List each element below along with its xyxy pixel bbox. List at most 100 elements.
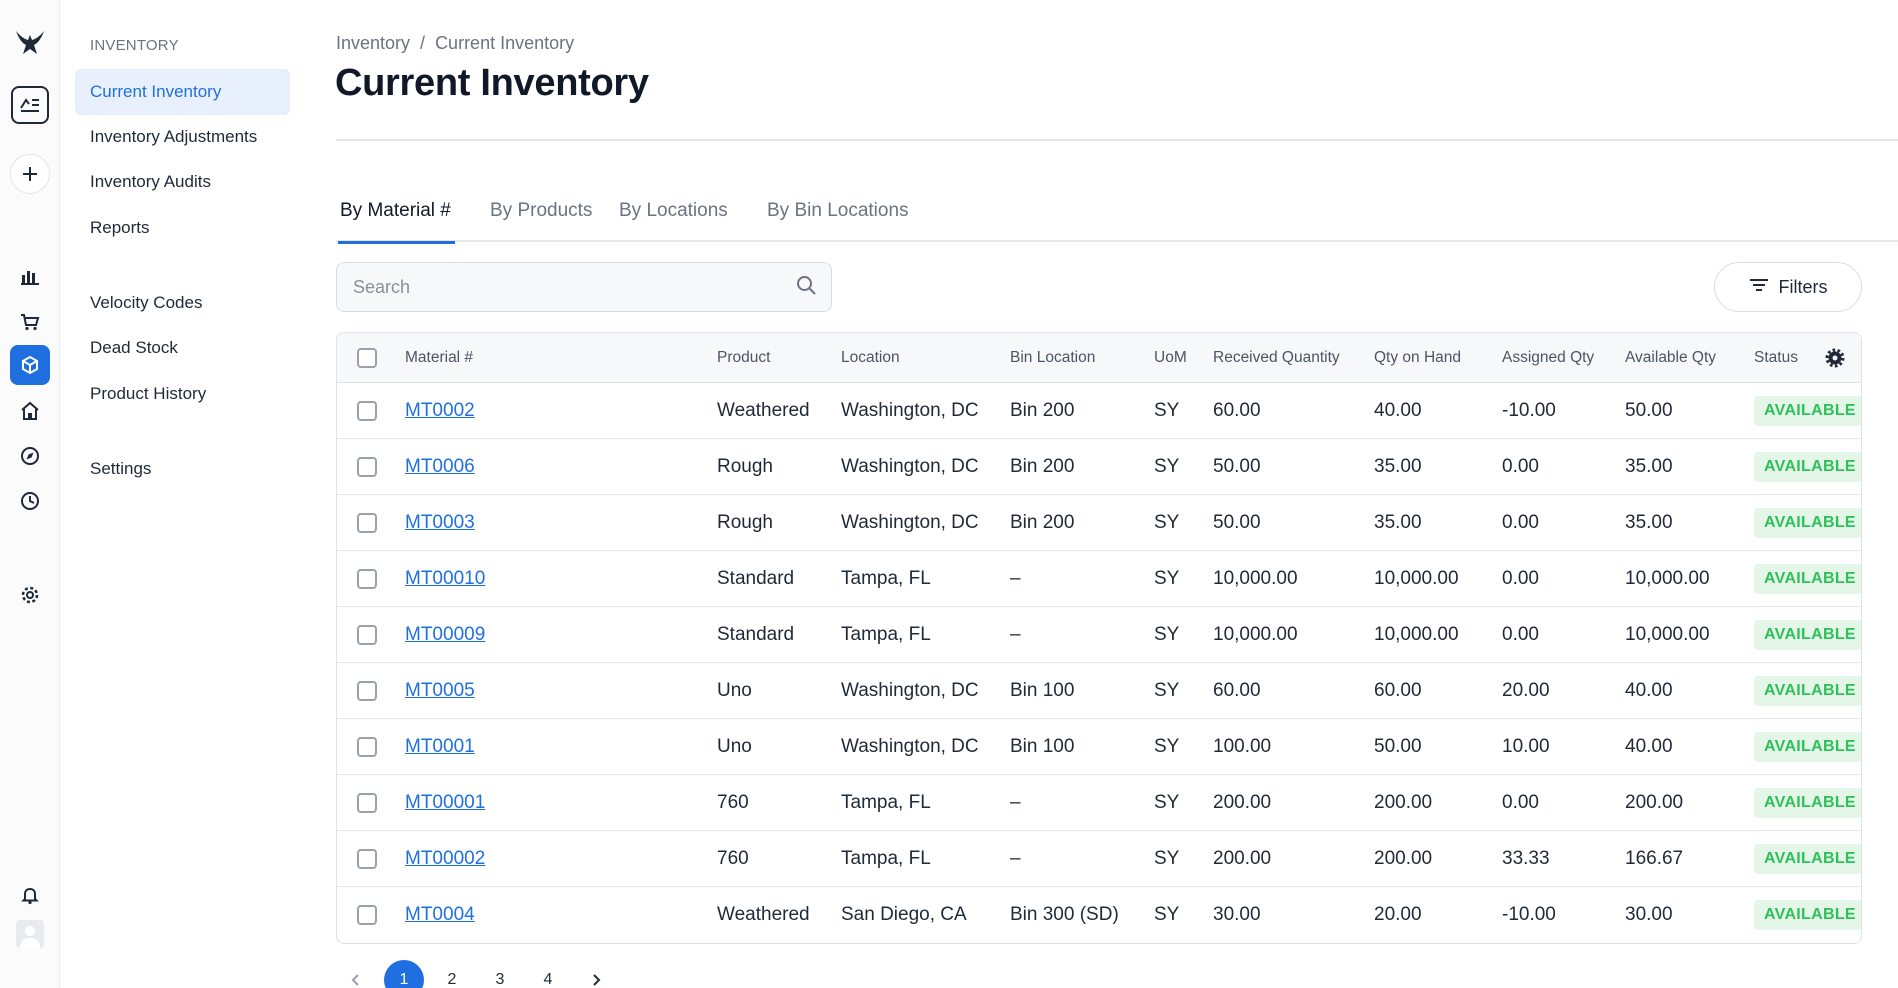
row-checkbox[interactable] — [357, 681, 377, 701]
product-cell: Weathered — [717, 904, 810, 925]
received-qty-cell: 10,000.00 — [1213, 624, 1298, 645]
bell-icon[interactable] — [10, 875, 50, 915]
plus-icon[interactable] — [10, 154, 50, 194]
material-link[interactable]: MT0005 — [405, 680, 475, 701]
uom-cell: SY — [1154, 512, 1180, 533]
breadcrumb-root-link[interactable]: Inventory — [336, 33, 411, 53]
product-cell: Uno — [717, 736, 752, 757]
qty-on-hand-cell: 50.00 — [1374, 736, 1422, 757]
title-divider — [336, 139, 1898, 141]
assigned-qty-cell: -10.00 — [1502, 904, 1556, 925]
sidebar-item-current-inventory[interactable]: Current Inventory — [75, 69, 290, 115]
inventory-table: Material # Product Location Bin Location… — [336, 332, 1862, 944]
location-cell: Tampa, FL — [841, 624, 931, 645]
search-input[interactable] — [353, 276, 795, 298]
column-header-product[interactable]: Product — [717, 349, 771, 366]
material-link[interactable]: MT00010 — [405, 568, 486, 589]
row-checkbox[interactable] — [357, 569, 377, 589]
uom-cell: SY — [1154, 736, 1180, 757]
sidebar-item-product-history[interactable]: Product History — [90, 384, 207, 403]
column-header-available-qty[interactable]: Available Qty — [1625, 349, 1717, 366]
received-qty-cell: 60.00 — [1213, 680, 1261, 701]
bin-location-cell: Bin 300 (SD) — [1010, 904, 1119, 925]
available-qty-cell: 50.00 — [1625, 400, 1673, 421]
product-cell: Rough — [717, 456, 773, 477]
location-cell: Washington, DC — [841, 400, 979, 421]
home-icon[interactable] — [10, 391, 50, 431]
box-icon[interactable] — [10, 345, 50, 385]
material-link[interactable]: MT0002 — [405, 400, 475, 421]
qty-on-hand-cell: 40.00 — [1374, 400, 1422, 421]
assigned-qty-cell: 10.00 — [1502, 736, 1550, 757]
location-cell: Washington, DC — [841, 512, 979, 533]
prev-page-chevron-left-icon[interactable] — [336, 960, 376, 988]
status-badge: AVAILABLE — [1754, 900, 1861, 930]
row-checkbox[interactable] — [357, 457, 377, 477]
status-badge: AVAILABLE — [1754, 452, 1861, 482]
sidebar-item-reports[interactable]: Reports — [90, 218, 150, 237]
received-qty-cell: 50.00 — [1213, 456, 1261, 477]
logo-icon[interactable] — [10, 22, 50, 62]
page-button-2[interactable]: 2 — [447, 971, 457, 988]
row-checkbox[interactable] — [357, 737, 377, 757]
next-page-chevron-right-icon[interactable] — [576, 960, 616, 988]
available-qty-cell: 10,000.00 — [1625, 568, 1710, 589]
page-button-3[interactable]: 3 — [495, 971, 505, 988]
column-header-location[interactable]: Location — [841, 349, 900, 366]
bin-location-cell: – — [1010, 568, 1021, 589]
board-icon[interactable] — [11, 86, 49, 124]
column-header-qty-on-hand[interactable]: Qty on Hand — [1374, 349, 1462, 366]
user-icon[interactable] — [16, 920, 44, 948]
page-button-4[interactable]: 4 — [543, 971, 553, 988]
page-button-1[interactable]: 1 — [384, 960, 424, 988]
column-header-received-quantity[interactable]: Received Quantity — [1213, 349, 1340, 366]
material-link[interactable]: MT0006 — [405, 456, 475, 477]
sidebar-item-inventory-adjustments[interactable]: Inventory Adjustments — [90, 127, 258, 146]
cart-icon[interactable] — [10, 302, 50, 342]
material-link[interactable]: MT00001 — [405, 792, 486, 813]
tab-by-products[interactable]: By Products — [490, 200, 593, 221]
filters-button[interactable]: Filters — [1714, 262, 1862, 312]
column-settings-gear-icon[interactable] — [1825, 333, 1845, 383]
sidebar-item-dead-stock[interactable]: Dead Stock — [90, 338, 178, 357]
clock-icon[interactable] — [10, 481, 50, 521]
location-cell: Washington, DC — [841, 680, 979, 701]
table-header: Material # Product Location Bin Location… — [337, 333, 1861, 383]
tab-by-bin-locations[interactable]: By Bin Locations — [767, 200, 909, 221]
received-qty-cell: 10,000.00 — [1213, 568, 1298, 589]
compass-icon[interactable] — [10, 436, 50, 476]
select-all-checkbox[interactable] — [357, 348, 377, 368]
row-checkbox[interactable] — [357, 905, 377, 925]
bin-location-cell: – — [1010, 792, 1021, 813]
material-link[interactable]: MT0004 — [405, 904, 475, 925]
row-checkbox[interactable] — [357, 513, 377, 533]
row-checkbox[interactable] — [357, 849, 377, 869]
tab-by-locations[interactable]: By Locations — [619, 200, 728, 221]
column-header-bin-location[interactable]: Bin Location — [1010, 349, 1096, 366]
column-header-material[interactable]: Material # — [405, 349, 474, 366]
search-icon[interactable] — [795, 274, 817, 301]
status-badge: AVAILABLE — [1754, 564, 1861, 594]
row-checkbox[interactable] — [357, 625, 377, 645]
material-link[interactable]: MT00002 — [405, 848, 486, 869]
material-link[interactable]: MT00009 — [405, 624, 486, 645]
row-checkbox[interactable] — [357, 793, 377, 813]
uom-cell: SY — [1154, 792, 1180, 813]
sidebar-heading: INVENTORY — [90, 37, 179, 54]
chart-icon[interactable] — [10, 256, 50, 296]
sidebar-item-settings[interactable]: Settings — [90, 459, 152, 478]
location-cell: Tampa, FL — [841, 792, 931, 813]
material-link[interactable]: MT0003 — [405, 512, 475, 533]
material-link[interactable]: MT0001 — [405, 736, 475, 757]
product-cell: 760 — [717, 792, 749, 813]
column-header-assigned-qty[interactable]: Assigned Qty — [1502, 349, 1595, 366]
tab-by-material[interactable]: By Material # — [338, 200, 455, 244]
gear-icon[interactable] — [10, 575, 50, 615]
column-header-uom[interactable]: UoM — [1154, 349, 1187, 366]
column-header-status[interactable]: Status — [1754, 349, 1798, 366]
sidebar-item-inventory-audits[interactable]: Inventory Audits — [90, 172, 211, 191]
sidebar-item-velocity-codes[interactable]: Velocity Codes — [90, 293, 203, 312]
assigned-qty-cell: 0.00 — [1502, 792, 1539, 813]
row-checkbox[interactable] — [357, 401, 377, 421]
assigned-qty-cell: 0.00 — [1502, 456, 1539, 477]
